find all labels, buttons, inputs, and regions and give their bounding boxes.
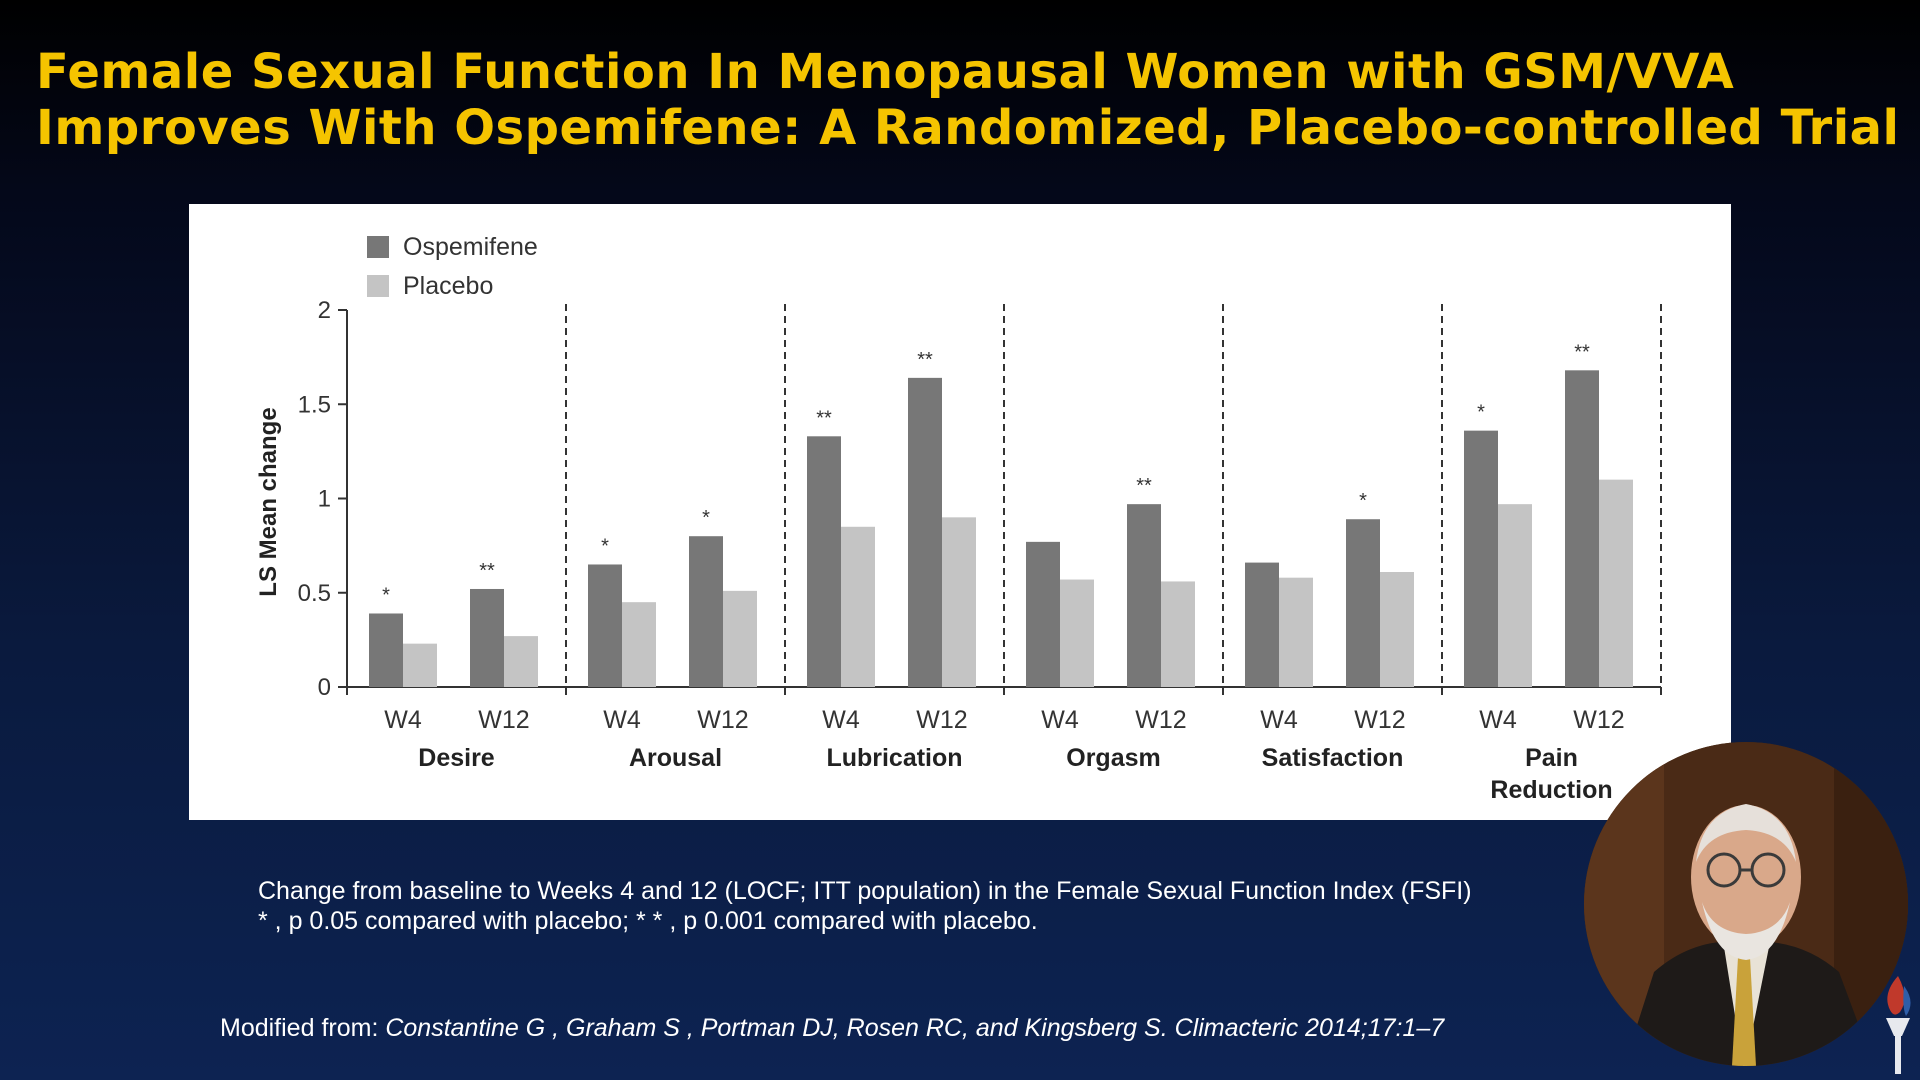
significance-marker: * [382,584,390,606]
bar-ospemifene-orgasm-W4 [1026,541,1060,687]
significance-marker: ** [816,407,832,429]
bar-placebo-desire-W12 [504,636,538,687]
significance-marker: * [1359,490,1367,512]
y-axis-label: LS Mean change [255,407,282,596]
bar-placebo-orgasm-W4 [1060,579,1094,687]
bar-ospemifene-desire-W4 [369,613,403,687]
significance-marker: * [1477,402,1485,424]
slide-title: Female Sexual Function In Menopausal Wom… [36,44,1900,156]
significance-marker: * [702,507,710,529]
caption-line-1: Change from baseline to Weeks 4 and 12 (… [258,877,1472,905]
bar-ospemifene-satisfaction-W4 [1245,562,1279,687]
bar-placebo-orgasm-W12 [1161,581,1195,687]
bar-placebo-satisfaction-W4 [1279,577,1313,687]
chart-legend: Ospemifene Placebo [367,233,538,300]
week-label: W4 [384,706,422,734]
bar-ospemifene-lubrication-W4 [807,436,841,687]
bar-ospemifene-pain-reduction-W12 [1565,370,1599,687]
week-label: W4 [1479,706,1517,734]
torch-logo-icon [1874,972,1918,1076]
bar-placebo-pain-reduction-W4 [1498,504,1532,687]
bar-placebo-arousal-W4 [622,602,656,687]
y-tick-label: 0.5 [298,580,331,607]
group-label-satisfaction: Satisfaction [1262,744,1404,772]
bar-placebo-lubrication-W12 [942,517,976,687]
week-label: W4 [603,706,641,734]
slide-title-line-2: Improves With Ospemifene: A Randomized, … [36,100,1900,156]
citation: Modified from: Constantine G , Graham S … [220,1014,1444,1043]
bar-ospemifene-satisfaction-W12 [1346,519,1380,687]
group-label-orgasm: Orgasm [1066,744,1160,772]
group-label-pain-reduction: Reduction [1490,776,1612,804]
week-label: W12 [1573,706,1624,734]
chart-labels: *W4**W12Desire*W4*W12Arousal**W4**W12Lub… [382,341,1625,804]
bar-ospemifene-lubrication-W12 [908,377,942,687]
group-label-lubrication: Lubrication [826,744,962,772]
week-label: W12 [1135,706,1186,734]
presenter-webcam [1584,742,1908,1066]
group-label-pain-reduction: Pain [1525,744,1578,772]
bar-placebo-desire-W4 [403,643,437,687]
slide-title-line-1: Female Sexual Function In Menopausal Wom… [36,44,1735,100]
bar-placebo-pain-reduction-W12 [1599,479,1633,687]
significance-marker: ** [1574,341,1590,363]
week-label: W12 [697,706,748,734]
bar-ospemifene-desire-W12 [470,588,504,687]
y-tick-label: 2 [318,297,331,324]
chart-panel: Ospemifene Placebo LS Mean change 0 0.5 1 1.5… [189,204,1731,820]
week-label: W12 [478,706,529,734]
legend-label-placebo: Placebo [403,272,493,300]
chart-bars [369,370,1633,687]
y-tick-label: 0 [318,674,331,701]
citation-prefix: Modified from: [220,1014,386,1042]
week-label: W4 [1041,706,1079,734]
week-label: W12 [916,706,967,734]
week-label: W4 [1260,706,1298,734]
group-label-desire: Desire [418,744,495,772]
significance-marker: ** [917,349,933,371]
citation-authors: Constantine G , Graham S , Portman DJ, R… [385,1014,1445,1042]
significance-marker: ** [479,560,495,582]
bar-ospemifene-arousal-W12 [689,536,723,687]
legend-label-ospemifene: Ospemifene [403,233,538,261]
fsfi-bar-chart: Ospemifene Placebo LS Mean change 0 0.5 1 1.5… [255,233,1662,804]
figure-caption: Change from baseline to Weeks 4 and 12 (… [258,876,1472,936]
bar-placebo-satisfaction-W12 [1380,572,1414,687]
legend-swatch-placebo [367,275,389,297]
y-tick-label: 1 [318,486,331,513]
week-label: W12 [1354,706,1405,734]
chart-axes: LS Mean change 0 0.5 1 1.5 2 [255,297,1662,701]
significance-marker: * [601,535,609,557]
legend-swatch-ospemifene [367,236,389,258]
bar-ospemifene-arousal-W4 [588,564,622,687]
week-label: W4 [822,706,860,734]
bar-placebo-lubrication-W4 [841,526,875,687]
caption-line-2: * , p 0.05 compared with placebo; * * , … [258,907,1038,935]
bar-ospemifene-orgasm-W12 [1127,504,1161,687]
significance-marker: ** [1136,475,1152,497]
y-tick-label: 1.5 [298,391,331,418]
group-label-arousal: Arousal [629,744,722,772]
bar-ospemifene-pain-reduction-W4 [1464,430,1498,687]
bar-placebo-arousal-W12 [723,590,757,687]
